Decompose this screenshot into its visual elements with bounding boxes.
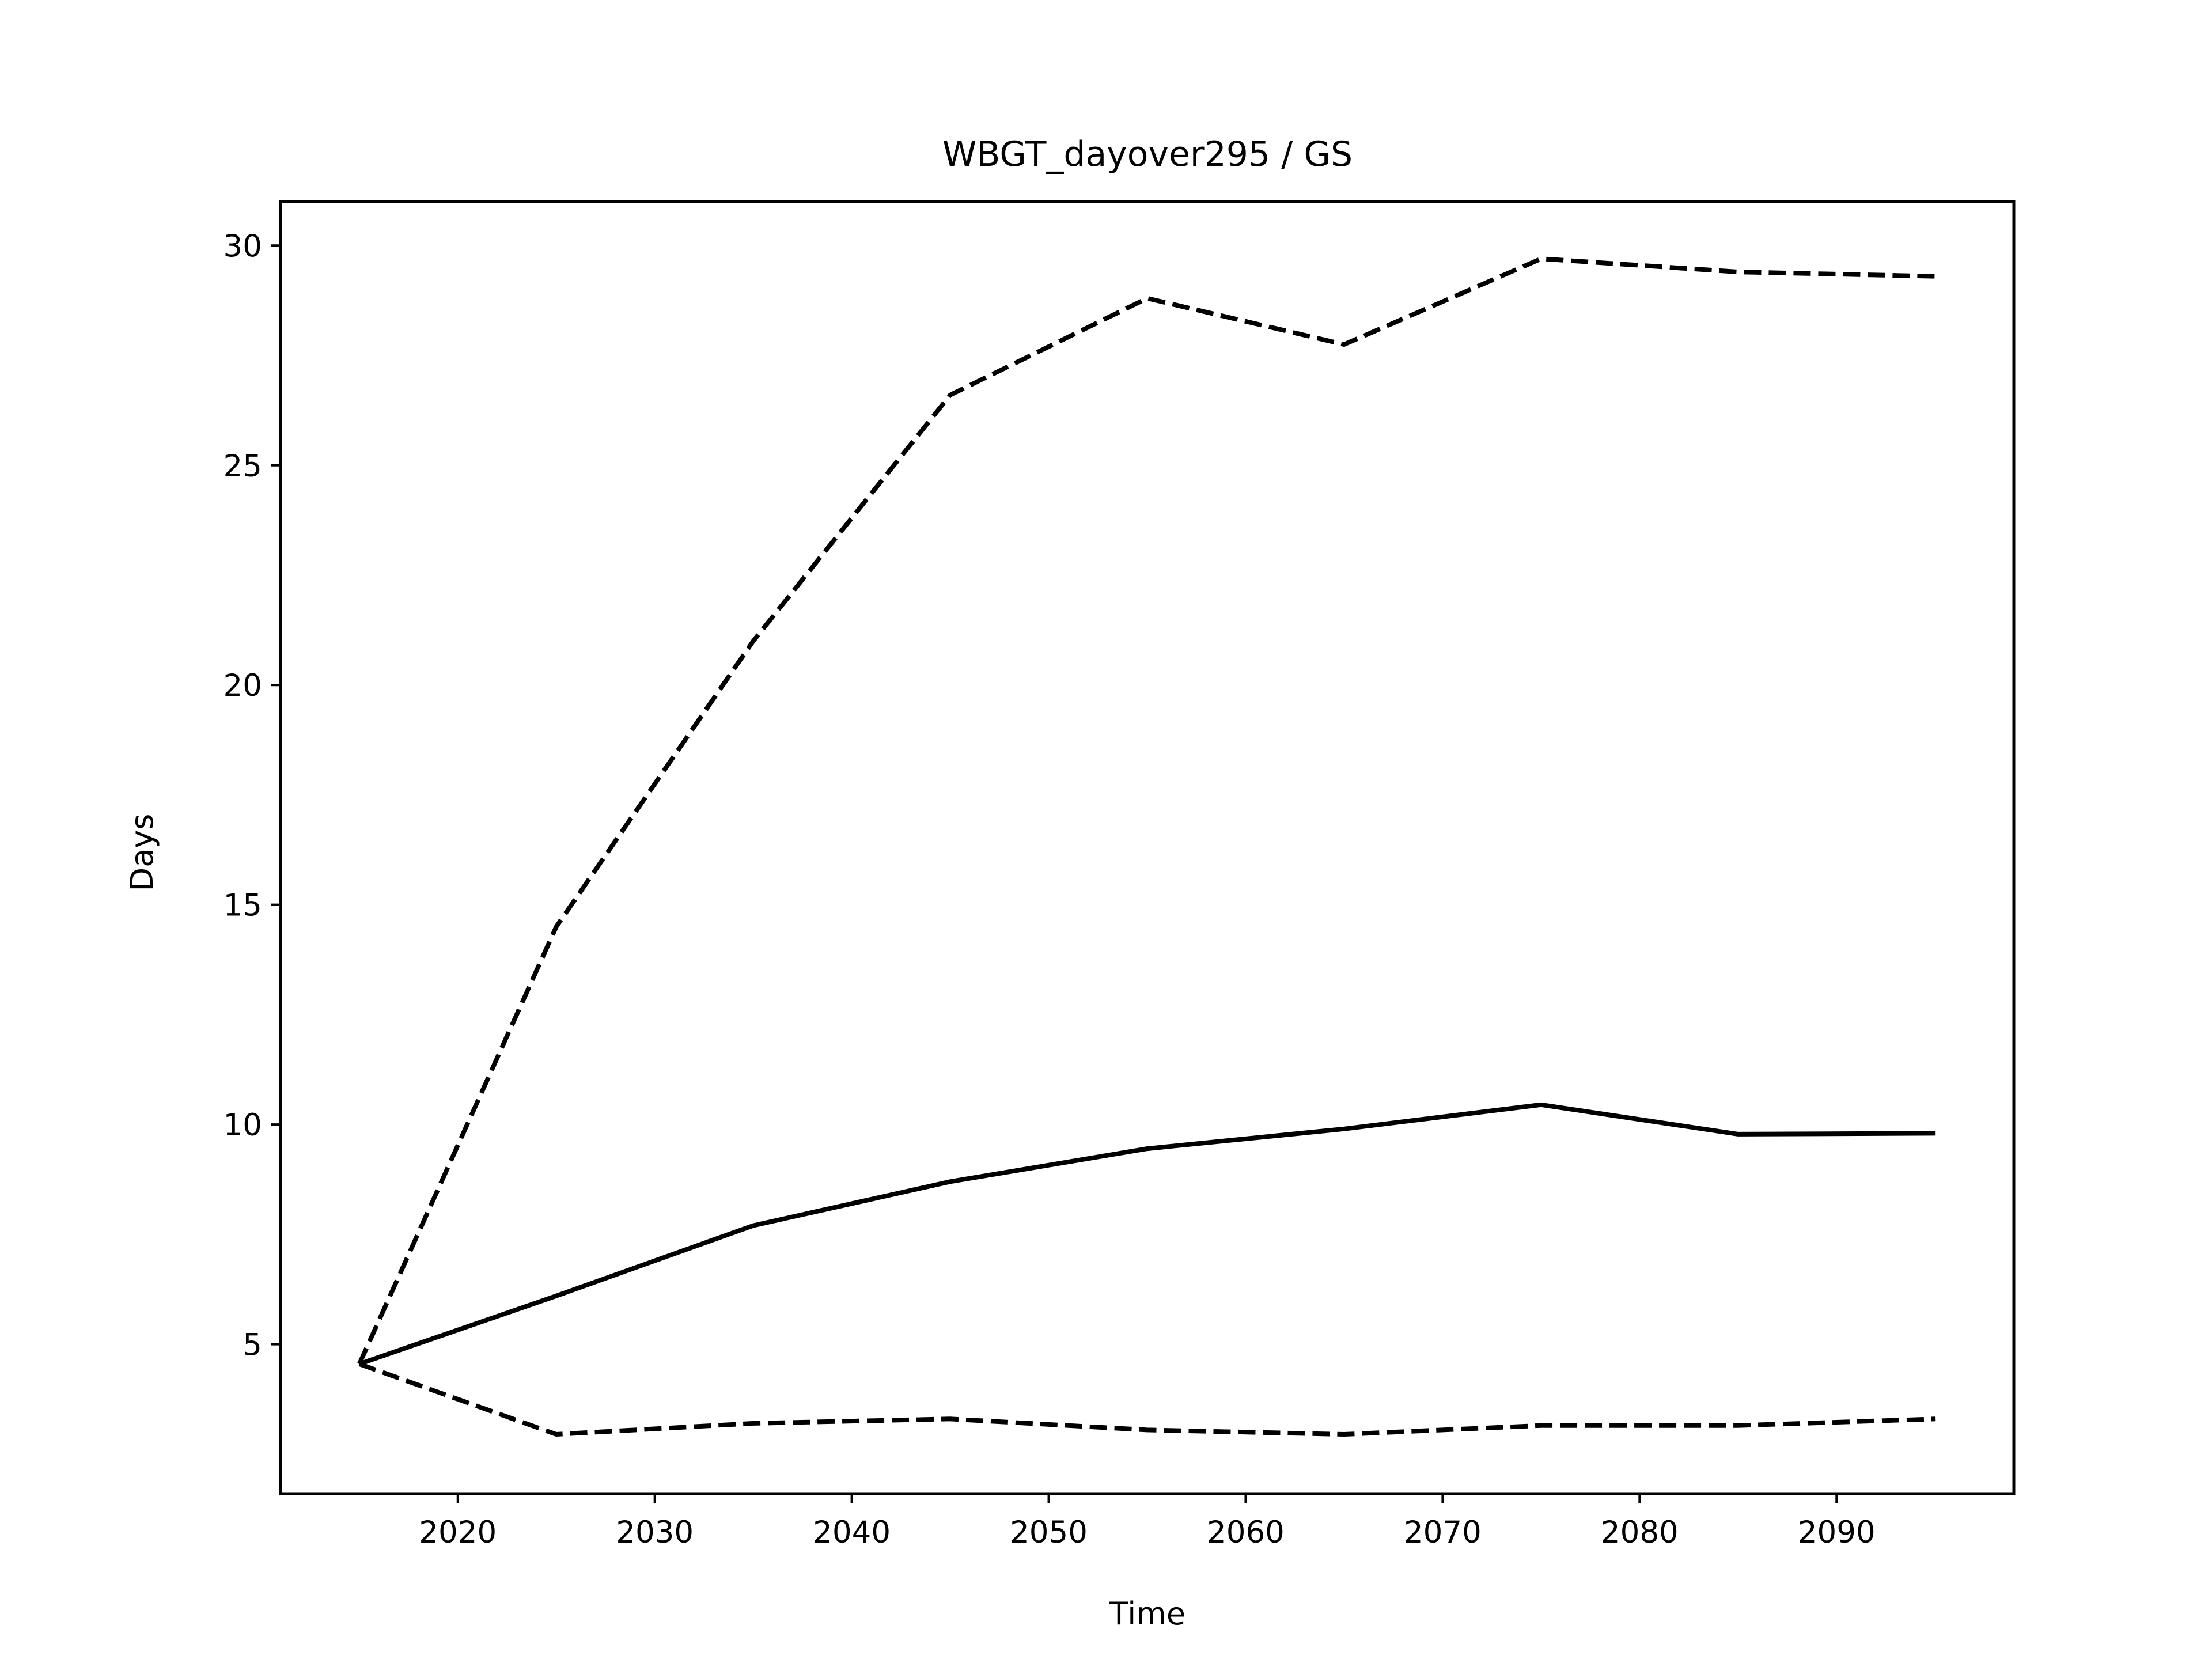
x-tick-label-2020: 2020	[419, 1515, 497, 1550]
series-line-1-solid	[358, 1102, 1936, 1366]
x-tick-label-2080: 2080	[1601, 1515, 1679, 1550]
series-line-3-dashed	[358, 1362, 1936, 1437]
y-tick-label-15: 15	[224, 888, 262, 923]
y-tick-label-5: 5	[243, 1328, 262, 1363]
x-tick-label-2030: 2030	[616, 1515, 694, 1550]
x-tick-label-2070: 2070	[1404, 1515, 1482, 1550]
series-line-2-dashed	[357, 256, 1936, 1365]
x-axis-label: Time	[1109, 1596, 1185, 1632]
y-tick-label-25: 25	[224, 449, 262, 484]
x-tick-label-2090: 2090	[1798, 1515, 1876, 1550]
y-tick-label-10: 10	[224, 1108, 262, 1143]
y-tick-label-30: 30	[224, 229, 262, 264]
y-axis-label: Days	[124, 814, 160, 892]
chart-title: WBGT_dayover295 / GS	[942, 134, 1353, 175]
y-axis-ticks: 5 10 15 20 25 30	[224, 229, 281, 1363]
x-tick-label-2060: 2060	[1207, 1515, 1285, 1550]
series-layer	[357, 256, 1936, 1437]
y-tick-label-20: 20	[224, 668, 262, 703]
x-tick-label-2040: 2040	[813, 1515, 891, 1550]
x-axis-ticks: 2020 2030 2040 2050 2060 2070 2080 2090	[419, 1494, 1876, 1550]
x-tick-label-2050: 2050	[1010, 1515, 1088, 1550]
plot-area-frame	[279, 200, 2016, 1495]
